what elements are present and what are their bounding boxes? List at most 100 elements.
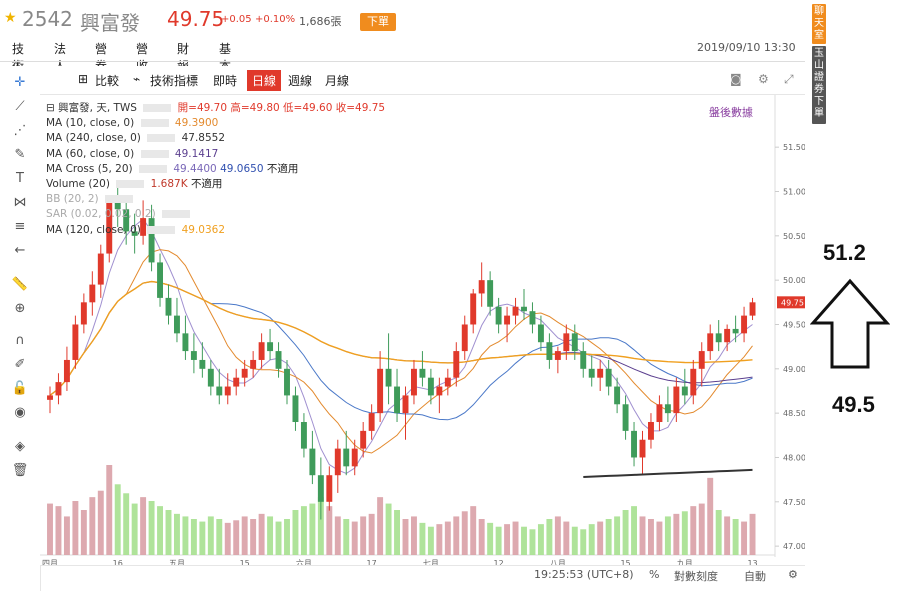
pencil-lock-icon[interactable]: ✐: [14, 357, 26, 372]
volume-bar: [241, 516, 248, 555]
ma120-line: [49, 280, 753, 396]
fullscreen-icon[interactable]: ⤢: [784, 72, 794, 86]
candle-body: [89, 284, 96, 303]
zoom-in-icon[interactable]: ⊕: [14, 301, 26, 316]
candle-body: [614, 386, 621, 405]
candle-body: [343, 448, 350, 467]
back-arrow-icon[interactable]: ←: [14, 243, 26, 258]
candle-body: [216, 386, 223, 396]
candle-body: [715, 333, 722, 343]
price-chart[interactable]: 51.50 51.00 50.50 50.00 49.50 49.00 48.50 48.00…: [40, 95, 805, 565]
intraday-button[interactable]: 即時: [213, 74, 238, 88]
legend-value: 49.1417: [174, 147, 219, 160]
auto-scale-toggle[interactable]: 自動: [744, 570, 766, 583]
volume-bar: [605, 519, 612, 555]
legend-controls[interactable]: [116, 179, 145, 188]
legend-na: 不適用: [266, 162, 299, 175]
stock-name: 興富發: [80, 11, 140, 35]
settings-small-icon[interactable]: ⚙: [788, 568, 798, 581]
candle-body: [402, 395, 409, 414]
volume-bar: [664, 516, 671, 555]
weekly-button[interactable]: 週線: [288, 74, 313, 88]
volume-bar: [165, 510, 172, 555]
legend-controls[interactable]: [105, 195, 133, 204]
after-hours-label[interactable]: 盤後數據: [709, 106, 753, 119]
candle-body: [698, 351, 705, 369]
eye-icon[interactable]: ◉: [14, 405, 26, 420]
multi-line-icon[interactable]: ⋰: [13, 123, 27, 138]
brush-icon[interactable]: ✎: [14, 147, 26, 162]
legend-close: 收=49.75: [335, 102, 386, 114]
volume-bar: [673, 513, 680, 555]
compare-icon[interactable]: ⊞: [78, 72, 89, 86]
volume-bar: [707, 477, 714, 555]
candle-body: [80, 302, 87, 325]
candle-body: [461, 324, 468, 352]
volume-bar: [182, 516, 189, 555]
indicators-button[interactable]: 技術指標: [150, 74, 199, 88]
volume-bar: [199, 521, 206, 555]
favorite-star-icon[interactable]: ★: [4, 10, 17, 26]
y-tick-label: 48.50: [783, 409, 805, 418]
header-divider: [0, 61, 805, 62]
place-order-button[interactable]: 下單: [360, 13, 396, 31]
volume-bar: [470, 506, 477, 555]
log-scale-toggle[interactable]: 對數刻度: [674, 570, 718, 583]
volume-bar: [207, 516, 214, 555]
candle-body: [622, 404, 629, 431]
volume-bar: [97, 490, 104, 555]
camera-icon[interactable]: ◙: [730, 72, 742, 86]
legend-controls[interactable]: [143, 104, 172, 112]
indicator-icon[interactable]: ⌁: [133, 72, 141, 86]
legend-value: 49.4400: [173, 162, 217, 175]
x-tick-label: 四月: [42, 559, 58, 565]
candle-body: [664, 404, 671, 414]
x-tick-label: 九月: [677, 559, 693, 565]
text-icon[interactable]: T: [16, 171, 24, 186]
ruler-icon[interactable]: 📏: [11, 277, 29, 292]
legend-controls[interactable]: [147, 134, 176, 143]
x-tick-label: 16: [113, 559, 123, 565]
trend-line-icon[interactable]: ⟋: [15, 99, 25, 114]
volume-bar: [580, 529, 587, 555]
legend-row-bb: BB (20, 2): [46, 192, 385, 207]
legend-controls[interactable]: [140, 119, 169, 128]
volume-bar: [385, 503, 392, 555]
candle-body: [258, 342, 265, 360]
magnet-icon[interactable]: ∩: [15, 333, 25, 348]
legend-value-2: 49.0650: [220, 162, 264, 175]
compare-button[interactable]: 比較: [95, 74, 120, 88]
y-tick-label: 49.00: [783, 365, 805, 374]
volume-bar: [334, 516, 341, 555]
fibonacci-icon[interactable]: ≡: [14, 219, 26, 234]
lock-icon[interactable]: 🔓: [11, 381, 29, 396]
crosshair-icon[interactable]: ✛: [14, 75, 26, 90]
legend-controls[interactable]: [147, 225, 176, 234]
candle-body: [334, 448, 341, 476]
monthly-button[interactable]: 月線: [325, 74, 350, 88]
trash-icon[interactable]: 🗑: [11, 463, 29, 478]
clock-time: 19:25:53 (UTC+8): [534, 568, 634, 581]
legend-main-row: ⊟ 興富發, 天, TWS 開=49.70 高=49.80 低=49.60 收=…: [46, 101, 385, 116]
candle-body: [123, 209, 130, 232]
broker-order-tab[interactable]: 玉山證券下單: [812, 46, 826, 124]
gear-icon[interactable]: ⚙: [758, 72, 769, 86]
legend-controls[interactable]: [138, 164, 167, 173]
percent-toggle[interactable]: %: [649, 568, 660, 581]
layers-icon[interactable]: ◈: [15, 439, 25, 454]
volume-bar: [554, 516, 561, 555]
candle-body: [537, 324, 544, 343]
stock-price: 49.75: [167, 7, 225, 31]
x-tick-label: 六月: [296, 558, 312, 565]
legend-controls[interactable]: [162, 210, 191, 219]
daily-button[interactable]: 日線: [247, 70, 282, 91]
price-change: +0.05: [221, 14, 252, 25]
volume-bar: [300, 506, 307, 555]
legend-controls[interactable]: [140, 149, 169, 158]
chatroom-tab[interactable]: 聊天室: [812, 4, 826, 44]
legend-collapse-icon[interactable]: ⊟: [46, 102, 59, 114]
chart-status-bar: 19:25:53 (UTC+8) % 對數刻度 自動 ⚙: [40, 565, 805, 583]
volume-bar: [639, 516, 646, 555]
volume-bar: [233, 520, 240, 555]
pattern-icon[interactable]: ⋈: [13, 195, 27, 210]
